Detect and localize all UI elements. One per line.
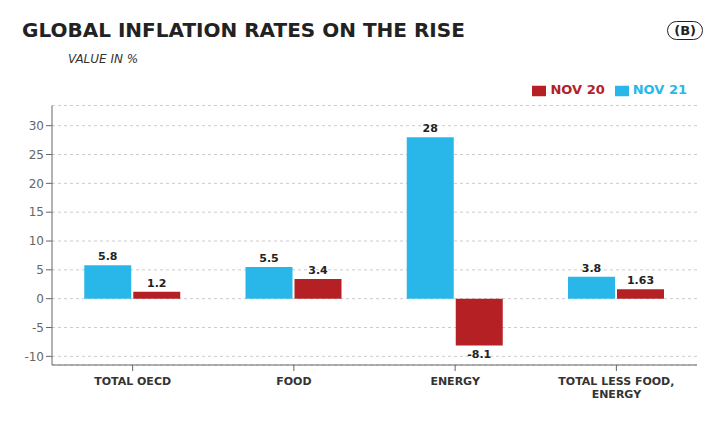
svg-text:-5: -5: [32, 321, 44, 335]
svg-text:5.5: 5.5: [259, 252, 279, 265]
html-text:GLOBAL INFLATION RATES ON THE: GLOBAL INFLATION RATES ON THE RISE: [22, 18, 465, 42]
html-text:VALUE IN %: VALUE IN %: [68, 52, 139, 66]
svg-text:-10: -10: [24, 350, 44, 364]
svg-text:-8.1: -8.1: [467, 348, 491, 361]
svg-text:3.8: 3.8: [582, 262, 602, 275]
svg-text:ENERGY: ENERGY: [430, 375, 480, 388]
svg-text:5: 5: [36, 263, 44, 277]
svg-text:15: 15: [29, 205, 44, 219]
svg-text:28: 28: [423, 122, 438, 135]
svg-text:TOTAL LESS FOOD,ENERGY: TOTAL LESS FOOD,ENERGY: [558, 375, 674, 401]
html-text:(B): (B): [674, 22, 696, 38]
svg-text:3.4: 3.4: [308, 264, 328, 277]
svg-text:1.63: 1.63: [627, 274, 654, 287]
svg-text:20: 20: [29, 177, 44, 191]
svg-text:10: 10: [29, 234, 44, 248]
svg-text:TOTAL OECD: TOTAL OECD: [94, 375, 171, 388]
html-text:NOV 20: NOV 20: [550, 82, 605, 97]
svg-text:1.2: 1.2: [147, 277, 167, 290]
svg-text:5.8: 5.8: [98, 250, 118, 263]
html-text:NOV 21: NOV 21: [632, 82, 687, 97]
svg-text:25: 25: [29, 148, 44, 162]
svg-text:FOOD: FOOD: [276, 375, 311, 388]
svg-text:30: 30: [29, 119, 44, 133]
svg-text:0: 0: [36, 292, 44, 306]
